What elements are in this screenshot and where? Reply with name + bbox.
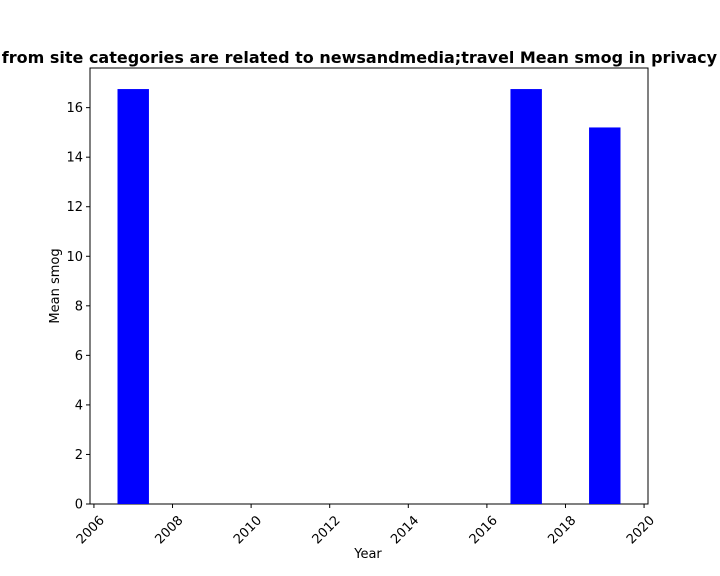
y-tick-label-0: 0 <box>75 498 83 513</box>
y-tick-label-6: 6 <box>75 349 83 364</box>
bar-2017 <box>510 89 542 504</box>
chart-title: Privacy policies from site categories ar… <box>0 48 720 67</box>
y-tick-label-4: 4 <box>75 398 83 413</box>
y-tick-label-2: 2 <box>75 448 83 463</box>
x-tick-label-2014: 2014 <box>388 513 422 547</box>
x-tick-label-2008: 2008 <box>152 513 186 547</box>
plot-area <box>89 67 649 505</box>
bar-2019 <box>589 127 621 505</box>
x-axis-label: Year <box>353 547 382 562</box>
x-tick-label-2012: 2012 <box>310 513 344 547</box>
x-axis-ticks: 2006 2008 2010 2012 2014 2016 2018 2020 <box>74 504 658 547</box>
bars <box>117 89 621 505</box>
y-tick-label-14: 14 <box>66 151 83 166</box>
x-tick-label-2006: 2006 <box>74 513 108 547</box>
bar-2007 <box>117 89 149 504</box>
x-tick-label-2020: 2020 <box>624 513 658 547</box>
y-axis-label: Mean smog <box>48 248 63 323</box>
plot-frame <box>89 67 649 505</box>
y-tick-label-8: 8 <box>75 299 83 314</box>
y-axis-ticks: 0 2 4 6 8 10 12 14 16 <box>66 101 90 513</box>
y-tick-label-10: 10 <box>66 250 83 265</box>
y-tick-label-12: 12 <box>66 200 83 215</box>
y-tick-label-16: 16 <box>66 101 83 116</box>
x-tick-label-2018: 2018 <box>545 513 579 547</box>
x-tick-label-2010: 2010 <box>231 513 265 547</box>
x-tick-label-2016: 2016 <box>467 513 501 547</box>
